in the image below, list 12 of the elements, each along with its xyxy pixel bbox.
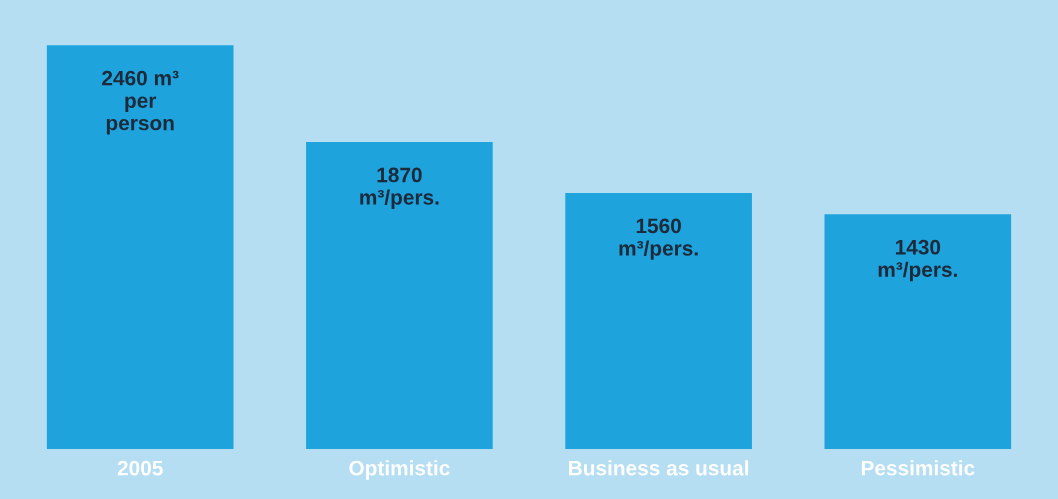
x-tick-label: Business as usual bbox=[569, 460, 749, 476]
data-label: 2460 m³ per person bbox=[102, 70, 179, 135]
x-tick-label: Pessimistic bbox=[861, 460, 975, 476]
data-label: 1430 m³/pers. bbox=[878, 239, 957, 282]
x-tick-label: Optimistic bbox=[349, 460, 450, 480]
data-label: 1870 m³/pers. bbox=[360, 167, 439, 209]
data-label: 1560 m³/pers. bbox=[619, 218, 698, 260]
bar bbox=[565, 192, 752, 450]
bar bbox=[306, 142, 493, 450]
bar bbox=[46, 45, 234, 450]
bar bbox=[824, 214, 1012, 450]
x-tick-label: 2005 bbox=[117, 460, 163, 476]
